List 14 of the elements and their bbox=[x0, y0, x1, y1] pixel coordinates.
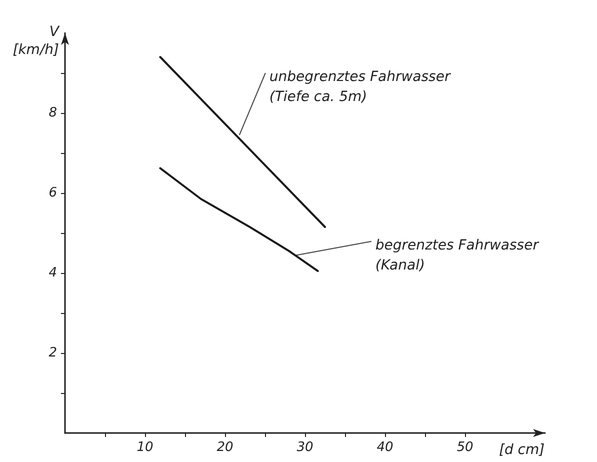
x-tick-label: 10 bbox=[136, 440, 154, 455]
x-tick-label: 30 bbox=[296, 440, 314, 455]
y-tick-label: 6 bbox=[48, 186, 57, 200]
annotation: unbegrenztes Fahrwasser (Tiefe ca. 5m) bbox=[269, 69, 452, 105]
x-axis-title: [d cm] bbox=[499, 442, 545, 458]
x-tick-label: 20 bbox=[216, 440, 234, 455]
y-axis-title: V [km/h] bbox=[12, 24, 60, 58]
annotation: begrenztes Fahrwasser (Kanal) bbox=[375, 237, 540, 274]
y-tick-label: 4 bbox=[48, 266, 57, 280]
y-tick-label: 2 bbox=[48, 346, 57, 360]
line-series bbox=[159, 167, 319, 272]
x-tick-label: 40 bbox=[376, 440, 394, 455]
y-tick-label: 8 bbox=[48, 106, 57, 120]
x-tick-label: 50 bbox=[456, 440, 474, 455]
